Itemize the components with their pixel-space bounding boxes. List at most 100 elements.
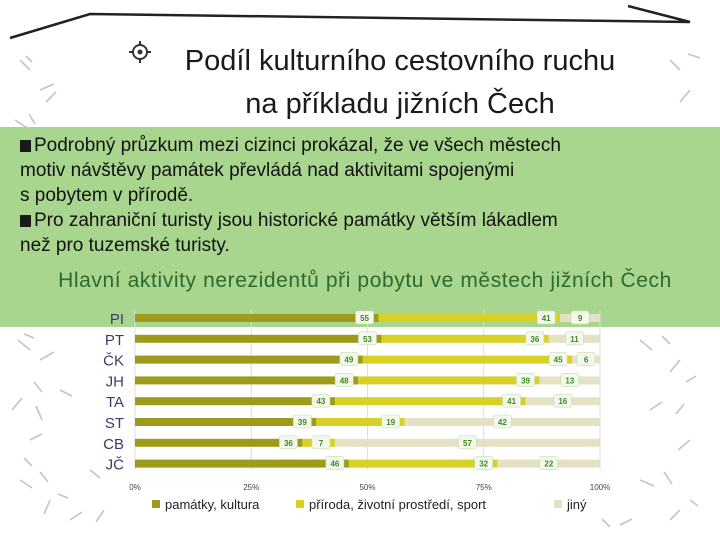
data-label: 9 — [578, 314, 583, 323]
legend-label: příroda, životní prostředí, sport — [309, 497, 486, 512]
title-line-1: Podíl kulturního cestovního ruchu — [184, 45, 616, 77]
page-title: Podíl kulturního cestovního ruchu na pří… — [100, 40, 700, 126]
data-label: 49 — [344, 356, 353, 365]
x-tick-label: 0% — [129, 483, 141, 492]
data-label: 13 — [565, 376, 574, 385]
data-label-bg — [355, 310, 374, 325]
data-label-bg — [474, 456, 494, 470]
bar-segment — [316, 418, 405, 426]
data-label: 19 — [386, 418, 395, 427]
x-tick-label: 100% — [590, 483, 610, 492]
legend-swatch — [296, 500, 304, 508]
data-label-bg — [516, 373, 535, 387]
data-label-bg — [553, 393, 573, 408]
content-panel — [0, 127, 720, 327]
data-label: 11 — [570, 335, 579, 344]
bar-segment — [135, 314, 379, 322]
gear-icon — [129, 41, 151, 63]
bar-segment — [362, 355, 573, 364]
data-label-bg — [293, 414, 312, 429]
category-label: JH — [106, 373, 124, 390]
bullet-text-continuation: s pobytem v přírodě. — [20, 185, 194, 206]
bullet-item: Podrobný průzkum mezi cizinci prokázal, … — [20, 133, 710, 158]
bar-segment — [135, 376, 359, 385]
data-label-bg — [311, 393, 331, 408]
legend-label: jiný — [566, 497, 587, 512]
data-label-bg — [536, 310, 556, 325]
data-label-bg — [334, 373, 354, 387]
data-label-bg — [502, 393, 521, 408]
data-label: 41 — [507, 397, 516, 406]
legend-swatch — [554, 500, 562, 508]
data-label-bg — [458, 435, 477, 450]
checkbox-bullet-icon — [20, 140, 31, 152]
data-label-bg — [279, 435, 298, 450]
bar-segment — [348, 459, 498, 468]
data-label: 39 — [521, 376, 530, 385]
category-label: PI — [110, 311, 124, 328]
bullet-text-continuation: než pro tuzemské turisty. — [20, 235, 230, 256]
data-label-bg — [311, 435, 331, 450]
data-label: 22 — [544, 460, 553, 469]
data-label-bg — [325, 456, 345, 470]
legend-swatch — [152, 500, 160, 508]
data-label-bg — [548, 352, 568, 366]
data-label: 55 — [360, 314, 369, 323]
data-label: 57 — [463, 439, 472, 448]
bullet-item: Pro zahraniční turisty jsou historické p… — [20, 208, 710, 233]
data-label: 53 — [363, 335, 372, 344]
bar-segment — [135, 418, 317, 426]
data-label: 36 — [284, 439, 293, 448]
data-label-bg — [381, 414, 401, 429]
category-label: TA — [106, 394, 124, 411]
data-label-bg — [493, 414, 512, 429]
data-label: 32 — [479, 460, 488, 469]
data-label-bg — [339, 352, 359, 366]
title-line-2: na příkladu jižních Čech — [245, 88, 555, 120]
data-label-bg — [576, 352, 596, 366]
data-label-bg — [565, 331, 584, 346]
bullet-text: Pro zahraniční turisty jsou historické p… — [34, 210, 558, 231]
data-label: 42 — [498, 418, 507, 427]
category-label: CB — [103, 436, 124, 453]
category-label: ST — [105, 415, 124, 432]
data-label-bg — [570, 310, 590, 325]
bar-segment — [358, 376, 540, 385]
bar-segment — [135, 397, 335, 406]
data-label: 39 — [298, 418, 307, 427]
data-label: 6 — [584, 356, 589, 365]
data-label: 41 — [542, 314, 551, 323]
category-label: PT — [105, 332, 124, 349]
bar-segment — [381, 334, 549, 343]
data-label: 7 — [319, 439, 324, 448]
data-label-bg — [539, 456, 559, 470]
data-label: 48 — [340, 376, 349, 385]
category-label: JČ — [106, 457, 125, 474]
decorative-swoosh — [9, 4, 691, 40]
data-label-bg — [525, 331, 545, 346]
data-label-bg — [560, 373, 580, 387]
bar-segment — [334, 397, 526, 406]
legend-label: památky, kultura — [165, 497, 260, 512]
data-label: 16 — [558, 397, 567, 406]
data-label: 45 — [554, 356, 563, 365]
data-label: 36 — [530, 335, 539, 344]
bar-segment — [135, 438, 303, 447]
bullet-text: Podrobný průzkum mezi cizinci prokázal, … — [34, 135, 561, 156]
bar-segment — [378, 314, 561, 322]
category-label: ČK — [103, 353, 124, 370]
bar-segment — [135, 334, 382, 343]
bullet-text-continuation: motiv návštěvy památek převládá nad akti… — [20, 160, 515, 181]
data-label: 43 — [316, 397, 325, 406]
x-tick-label: 50% — [359, 483, 375, 492]
chart-title: Hlavní aktivity nerezidentů při pobytu v… — [58, 269, 672, 292]
x-tick-label: 25% — [243, 483, 259, 492]
data-label: 46 — [330, 460, 339, 469]
bar-segment — [135, 355, 363, 364]
bullet-list: Podrobný průzkum mezi cizinci prokázal, … — [20, 133, 710, 258]
x-tick-label: 75% — [476, 483, 492, 492]
checkbox-bullet-icon — [20, 215, 31, 227]
bar-segment — [135, 459, 349, 468]
data-label-bg — [358, 331, 377, 346]
